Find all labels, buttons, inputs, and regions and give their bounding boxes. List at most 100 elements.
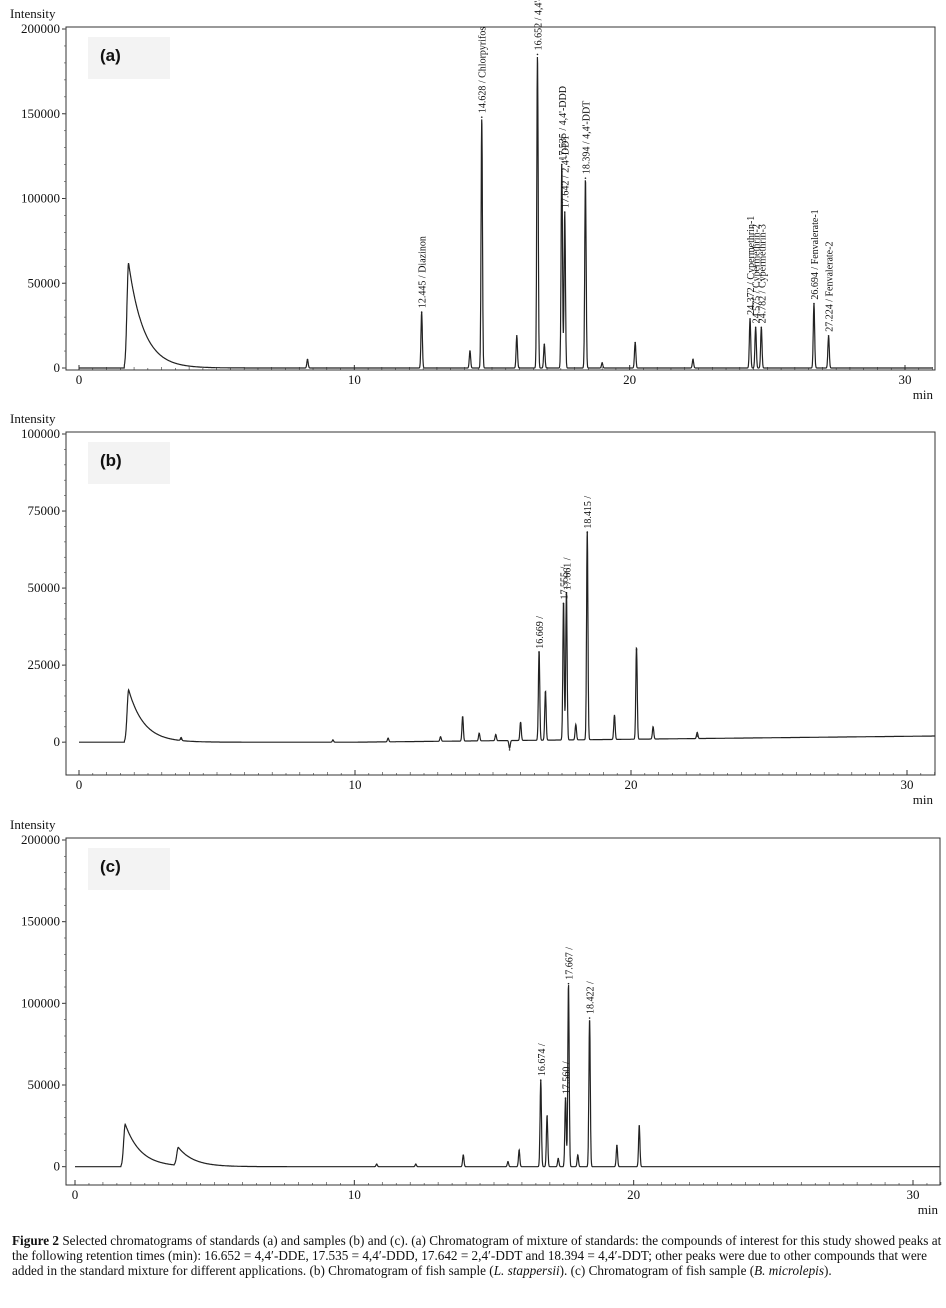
peak-point [635, 648, 638, 651]
peak-point [567, 982, 570, 985]
peak-point [692, 358, 694, 361]
peak-point [560, 163, 563, 166]
peak-point [588, 1017, 591, 1019]
peak-point [564, 1097, 567, 1099]
peak-label: 24.782 / Cypermethrin-3 [757, 224, 768, 323]
peak-point [462, 1154, 465, 1157]
x-tick-label: 30 [899, 372, 912, 387]
y-tick-label: 0 [54, 734, 61, 749]
peak-label: 17.555 / [560, 567, 571, 600]
peak-point [616, 1144, 618, 1147]
peak-point [420, 311, 423, 313]
peak-label: 27.224 / Fenvalerate-2 [825, 242, 836, 332]
y-tick-label: 200000 [21, 832, 60, 847]
peak-point [306, 358, 309, 361]
panel-label-box [88, 442, 170, 484]
peak-point [480, 116, 483, 118]
chromatogram-trace [75, 985, 940, 1168]
peak-label: 18.415 / [583, 496, 594, 529]
peak-point [565, 593, 568, 596]
x-tick-label: 10 [348, 1187, 361, 1202]
caption-species-b: L. stappersii [493, 1263, 560, 1278]
y-tick-label: 150000 [21, 914, 60, 929]
plot-frame [65, 26, 936, 371]
peak-point [584, 177, 587, 179]
y-axis-label: Intensity [10, 6, 56, 21]
y-tick-label: 25000 [28, 657, 61, 672]
peak-point [544, 692, 547, 694]
y-tick-label: 200000 [21, 21, 60, 36]
x-tick-label: 0 [76, 777, 83, 792]
y-tick-label: 0 [54, 1159, 61, 1174]
y-axis-label: Intensity [10, 817, 56, 832]
peak-point [813, 302, 815, 305]
peak-label: 18.394 / 4,4'-DDT [581, 101, 592, 174]
x-tick-label: 0 [76, 372, 83, 387]
panel-label: (b) [100, 451, 122, 470]
peak-point [439, 736, 442, 739]
peak-point [180, 738, 182, 740]
peak-label: 17.642 / 2,4'-DDT [561, 135, 572, 208]
peak-label: 12.445 / Diazinon [418, 236, 429, 308]
peak-label: 17.661 / [562, 557, 573, 590]
peak-point [634, 341, 636, 344]
peak-point [546, 1115, 548, 1117]
caption-text: Selected chromatograms of standards (a) … [12, 1233, 942, 1278]
y-tick-label: 100000 [21, 995, 60, 1010]
peak-point [613, 716, 616, 719]
peak-point [601, 362, 603, 364]
peak-point [375, 1163, 378, 1166]
x-tick-label: 10 [349, 777, 362, 792]
y-tick-label: 50000 [28, 275, 61, 290]
peak-point [461, 716, 464, 719]
caption-species-c: B. microlepis [754, 1263, 824, 1278]
x-tick-label: 30 [907, 1187, 920, 1202]
y-tick-label: 50000 [28, 580, 61, 595]
x-tick-label: 20 [623, 372, 636, 387]
x-tick-label: 20 [625, 777, 638, 792]
peak-label: 24.575 / Cypermethrin-2 [752, 224, 763, 323]
peak-point [557, 1157, 560, 1160]
chart-panel-c: Intensity 0 50000 100000 150000 200000 0 10 20 30… [10, 817, 942, 1217]
x-axis-label: min [913, 792, 934, 807]
peak-label: 14.628 / Chlorpyrifos [478, 27, 489, 113]
peak-label: 17.667 / [564, 947, 575, 980]
peak-point [536, 53, 539, 56]
peak-point [519, 722, 522, 725]
peak-label: 16.674 / [537, 1043, 548, 1076]
peak-point [562, 602, 565, 605]
peak-point [508, 749, 511, 751]
chart-panel-a: Intensity 0 50000 100000 150000 200000 0 10 20 30… [10, 0, 936, 402]
y-tick-label: 0 [54, 360, 61, 375]
peak-label: 17.535 / 4,4'-DDD [558, 86, 569, 161]
peak-point [563, 211, 566, 213]
peak-point [760, 326, 763, 329]
y-tick-label: 100000 [21, 426, 60, 441]
peak-point [652, 729, 654, 731]
peak-point [332, 739, 334, 741]
peak-point [414, 1163, 417, 1166]
peak-point [518, 1149, 520, 1152]
peak-point [515, 334, 518, 337]
peak-point [543, 343, 546, 346]
plot-frame [65, 431, 936, 776]
peak-point [539, 1079, 542, 1081]
caption-label: Figure 2 [12, 1233, 60, 1248]
peak-point [507, 1160, 509, 1163]
peak-label: 18.422 / [586, 981, 597, 1014]
chromatogram-figure: Intensity 0 50000 100000 150000 200000 0 10 20 30… [10, 0, 942, 1217]
peak-point [469, 350, 471, 352]
peak-point [586, 531, 589, 534]
panel-label-box [88, 37, 170, 79]
x-axis-label: min [918, 1202, 939, 1217]
figure-caption: Figure 2 Selected chromatograms of stand… [12, 1233, 942, 1278]
peak-point [538, 652, 540, 654]
panel-label: (a) [100, 46, 121, 65]
peak-label: 26.694 / Fenvalerate-1 [810, 209, 821, 299]
peak-point [478, 733, 481, 736]
peak-point [575, 725, 577, 728]
x-axis-label: min [913, 387, 934, 402]
x-tick-label: 20 [627, 1187, 640, 1202]
chromatogram-trace [79, 56, 933, 369]
chart-panel-b: Intensity 0 25000 50000 75000 100000 0 10 20 30mi… [10, 411, 936, 807]
